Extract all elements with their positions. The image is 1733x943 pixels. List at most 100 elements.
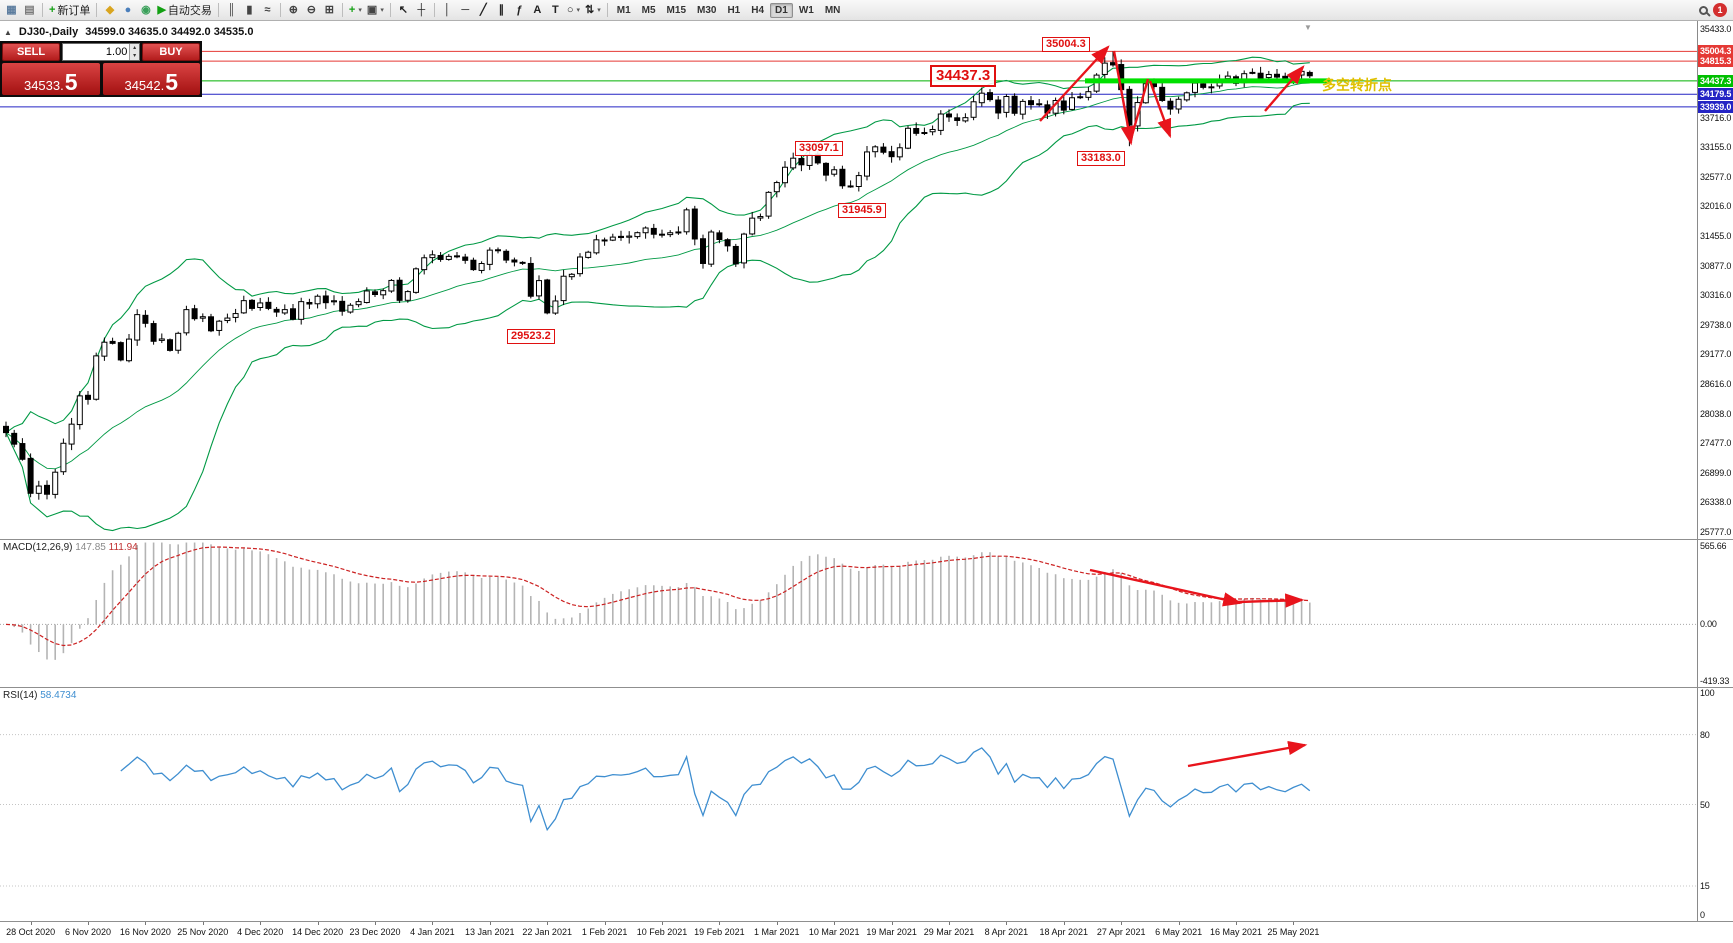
market-icon[interactable]: ◉ (141, 3, 151, 16)
mql5-icon[interactable]: ◆ (105, 3, 115, 16)
timeframe-m15[interactable]: M15 (666, 4, 686, 16)
toolbar-items: ▦ ▤ + 新订单 ◆ ● ◉ ▶ 自动交易 ║ ▮ ≈ ⊕ ⊖ ⊞ + ▾ ▣ ▾ ↖ ┼ │ ─ ╱ ∥ ƒ A T ○ ▾ ⇅ ▾ M1 M… (3, 2, 1699, 19)
tile-windows-icon[interactable]: ⊞ (324, 3, 335, 16)
zoom-in-icon[interactable]: ⊕ (288, 3, 299, 16)
arrow-label-icon[interactable]: T (551, 3, 559, 16)
rsi-scale-label: 50 (1700, 799, 1710, 810)
panel-separator[interactable] (0, 687, 1733, 688)
date-tick (719, 922, 721, 925)
buy-price[interactable]: 34542. 5 (102, 63, 200, 95)
toolbar-separator (42, 3, 43, 17)
price-scale-tag: 33939.0 (1698, 100, 1733, 113)
buy-button[interactable]: BUY (142, 43, 200, 61)
date-label: 22 Jan 2021 (522, 927, 572, 937)
timeframe-mn[interactable]: MN (824, 4, 841, 16)
volume-up-button[interactable]: ▴ (130, 44, 139, 52)
line-chart-icon[interactable]: ≈ (264, 3, 271, 16)
price-annotation[interactable]: 33183.0 (1077, 151, 1125, 166)
profiles-icon[interactable]: ▤ (24, 3, 35, 16)
timeframe-h4[interactable]: H4 (751, 4, 765, 16)
timeframe-d1[interactable]: D1 (770, 2, 793, 18)
price-annotation[interactable]: 34437.3 (930, 65, 997, 87)
indicators-button[interactable]: + ▾ (348, 3, 362, 16)
channel-icon[interactable]: ∥ (498, 3, 505, 16)
price-scale-label: 31455.0 (1700, 230, 1732, 241)
date-axis[interactable]: 28 Oct 2020 6 Nov 2020 16 Nov 2020 25 Nov 2… (0, 922, 1733, 943)
rsi-chart-svg[interactable] (0, 688, 1697, 921)
price-scale-label: 29738.0 (1700, 320, 1732, 331)
toolbar-separator (341, 3, 343, 17)
date-tick (662, 922, 663, 925)
price-scale-label: 30316.0 (1700, 290, 1732, 301)
search-icon[interactable] (1699, 5, 1708, 15)
timeframe-h1[interactable]: H1 (727, 4, 741, 16)
timeframe-m30[interactable]: M30 (697, 4, 717, 16)
macd-chart-svg[interactable] (0, 540, 1697, 687)
notification-badge[interactable]: 1 (1713, 3, 1727, 17)
crosshair-icon[interactable]: ┼ (417, 3, 426, 16)
date-tick (145, 922, 147, 925)
price-scale-label: 33155.0 (1700, 142, 1732, 153)
price-scale[interactable]: 35433.0 33716.0 33155.0 32577.0 32016.0 31455… (1697, 21, 1733, 539)
price-scale-label: 35433.0 (1700, 23, 1732, 34)
trendline-icon[interactable]: ╱ (480, 3, 487, 16)
candlestick-chart-icon[interactable]: ▮ (246, 3, 253, 16)
autotrade-button[interactable]: ▶ 自动交易 (157, 3, 212, 18)
zoom-out-icon[interactable]: ⊖ (306, 3, 317, 16)
bar-chart-icon[interactable]: ║ (227, 3, 236, 16)
price-annotation[interactable]: 35004.3 (1042, 37, 1090, 52)
quote-overlay: ▲ DJ30-,Daily 34599.0 34635.0 34492.0 34… (4, 26, 253, 38)
date-tick (88, 922, 89, 925)
timeframe-w1[interactable]: W1 (798, 4, 814, 16)
price-annotation[interactable]: 29523.2 (507, 329, 555, 344)
date-tick (776, 922, 778, 925)
timeframe-m1[interactable]: M1 (616, 4, 631, 16)
cursor-icon[interactable]: ↖ (398, 3, 408, 16)
fibonacci-icon[interactable]: ƒ (516, 3, 523, 16)
volume-box: ▴ ▾ (62, 43, 140, 61)
price-scale-label: 28038.0 (1700, 408, 1732, 419)
price-annotation[interactable]: 31945.9 (838, 203, 886, 218)
rsi-label: RSI(14) 58.4734 (3, 690, 77, 701)
date-tick (432, 922, 434, 925)
date-tick (1121, 922, 1123, 925)
volume-down-button[interactable]: ▾ (130, 52, 139, 60)
new-order-button[interactable]: + 新订单 (49, 3, 91, 18)
volume-input[interactable] (63, 44, 130, 60)
new-chart-icon[interactable]: ▦ (6, 3, 17, 16)
date-tick (375, 922, 376, 925)
date-tick (547, 922, 549, 925)
one-click-trading-panel: SELL ▴ ▾ BUY 34533.5 34542 (0, 41, 202, 97)
timeframe-m5[interactable]: M5 (641, 4, 656, 16)
toolbar-separator (96, 3, 98, 17)
price-chart-svg[interactable] (0, 21, 1697, 539)
price-scale-tag: 35004.3 (1698, 45, 1733, 58)
turning-point-note[interactable]: 多空转折点 (1322, 77, 1392, 93)
date-label: 10 Mar 2021 (808, 927, 860, 937)
collapse-icon[interactable]: ▲ (4, 27, 12, 37)
arrows-button[interactable]: ⇅ ▾ (585, 3, 601, 16)
date-label: 18 Apr 2021 (1039, 927, 1089, 937)
ohlc-values: 34599.0 34635.0 34492.0 34535.0 (85, 26, 254, 38)
price-scale-tag: 34179.5 (1698, 88, 1733, 101)
vertical-line-icon[interactable]: │ (443, 3, 451, 16)
horizontal-line-icon[interactable]: ─ (461, 3, 470, 16)
price-annotation[interactable]: 33097.1 (795, 141, 843, 156)
templates-button[interactable]: ▣ ▾ (366, 3, 384, 16)
chart-shift-marker[interactable]: ▼ (1304, 23, 1312, 32)
macd-scale-label: -419.33 (1700, 676, 1730, 686)
date-tick (317, 922, 319, 925)
sell-price[interactable]: 34533. 5 (2, 63, 100, 95)
date-tick (202, 922, 204, 925)
macd-scale[interactable]: 565.66 0.00 -419.33 (1697, 540, 1733, 687)
text-icon[interactable]: A (533, 3, 542, 16)
shapes-button[interactable]: ○ ▾ (566, 3, 580, 16)
toolbar-separator (279, 3, 281, 17)
community-icon[interactable]: ● (124, 3, 132, 16)
main-chart-panel: 35433.0 33716.0 33155.0 32577.0 32016.0 31455… (0, 21, 1733, 539)
panel-separator[interactable] (0, 539, 1733, 540)
rsi-scale[interactable]: 100 80 50 15 0 (1697, 688, 1733, 921)
price-scale-label: 25777.0 (1700, 526, 1732, 537)
panel-separator[interactable] (0, 921, 1733, 922)
sell-button[interactable]: SELL (2, 43, 60, 61)
